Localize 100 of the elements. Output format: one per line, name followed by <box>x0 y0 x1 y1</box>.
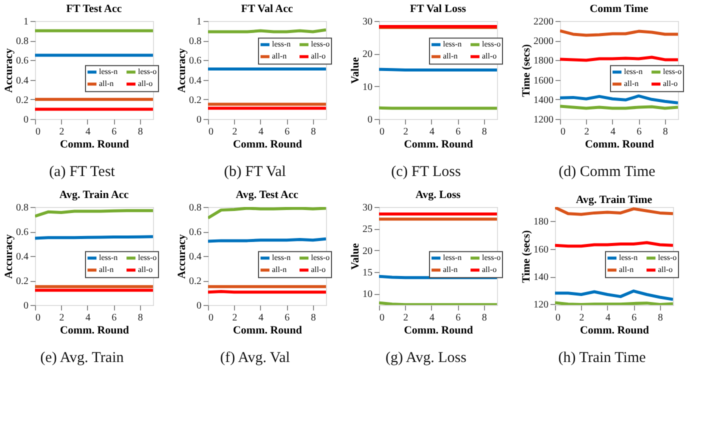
text: (g) Avg. Loss <box>386 350 467 366</box>
y-tick-label: 10 <box>362 82 372 93</box>
y-tick-label: 0.4 <box>16 75 28 86</box>
y-tick-label: 2200 <box>534 16 554 28</box>
x-tick-label: 6 <box>284 312 290 324</box>
chart-title: FT Test Acc <box>66 3 122 15</box>
y-tick-label: 1800 <box>534 56 554 67</box>
legend-label: less-o <box>658 253 677 262</box>
x-tick-label: 8 <box>138 312 143 324</box>
legend-label: all-n <box>272 265 287 274</box>
y-tick-label: 0.6 <box>16 227 28 238</box>
y-tick-label: 30 <box>362 16 372 28</box>
x-tick-label: 8 <box>482 312 487 324</box>
y-tick-label: 0.6 <box>189 56 202 67</box>
legend-label: less-n <box>443 253 462 262</box>
y-tick-label: 0.8 <box>16 36 28 48</box>
text: (e) Avg. Train <box>40 350 124 366</box>
text: (d) Comm Time <box>558 164 656 180</box>
legend-label: less-n <box>272 253 291 262</box>
y-tick-label: 20 <box>362 49 372 60</box>
legend-label: less-o <box>311 40 330 49</box>
x-tick-label: 4 <box>85 126 90 138</box>
legend-label: less-o <box>482 253 501 262</box>
y-tick-label: 0 <box>368 114 372 126</box>
text: (h) Train Time <box>558 350 646 366</box>
y-tick-label: 0 <box>196 300 202 312</box>
x-tick-label: 6 <box>284 126 290 138</box>
y-tick-label: 1600 <box>534 75 554 86</box>
chart-title: FT Val Acc <box>241 3 293 15</box>
y-tick-label: 20 <box>362 246 372 257</box>
y-tick-label: 0.8 <box>189 36 202 48</box>
x-tick-label: 8 <box>482 126 487 138</box>
x-tick-label: 6 <box>636 126 642 138</box>
y-tick-label: 15 <box>362 268 372 279</box>
y-axis-title: Time (secs) <box>520 44 532 97</box>
legend-label: less-o <box>138 253 157 262</box>
x-tick-label: 4 <box>605 312 610 324</box>
y-axis-title: Accuracy <box>176 48 188 93</box>
x-tick-label: 4 <box>85 312 90 324</box>
text: (a) FT Test <box>49 164 116 180</box>
y-tick-label: 0.8 <box>16 202 28 214</box>
legend-label: less-o <box>311 253 330 262</box>
chart-title: Avg. Train Time <box>576 194 652 206</box>
legend-label: all-n <box>272 52 287 61</box>
y-tick-label: 1200 <box>534 114 554 126</box>
x-tick-label: 0 <box>208 126 214 138</box>
y-tick-label: 0.2 <box>16 94 28 106</box>
x-tick-label: 0 <box>36 126 40 138</box>
x-axis-title: Comm. Round <box>584 138 654 150</box>
x-tick-label: 8 <box>138 126 143 138</box>
y-tick-label: 1 <box>24 16 28 28</box>
x-axis-title: Comm. Round <box>232 138 302 150</box>
legend-label: less-o <box>663 67 682 76</box>
legend-label: all-n <box>99 265 114 274</box>
x-axis-title: Comm. Round <box>404 324 474 336</box>
legend-label: all-o <box>138 265 153 274</box>
legend-label: less-n <box>443 40 462 49</box>
x-tick-label: 2 <box>403 126 408 138</box>
x-tick-label: 4 <box>429 126 434 138</box>
y-axis-title: Value <box>350 243 362 270</box>
y-tick-label: 0 <box>196 114 202 126</box>
legend-label: all-o <box>663 79 678 88</box>
legend-label: less-n <box>624 67 643 76</box>
y-tick-label: 0.8 <box>189 202 202 214</box>
x-tick-label: 8 <box>658 312 663 324</box>
chart-title: FT Val Loss <box>410 3 467 15</box>
x-tick-label: 0 <box>380 312 384 324</box>
x-tick-label: 4 <box>429 312 434 324</box>
chart-title: Avg. Test Acc <box>236 189 298 201</box>
chart-title: Avg. Train Acc <box>59 189 129 201</box>
legend-label: less-n <box>272 40 291 49</box>
y-tick-label: 0.6 <box>16 56 28 67</box>
x-axis-title: Comm. Round <box>60 324 130 336</box>
y-axis-title: Value <box>350 57 362 84</box>
y-tick-label: 1 <box>196 16 202 28</box>
legend-label: less-n <box>99 67 118 76</box>
legend-label: all-o <box>658 265 673 274</box>
x-tick-label: 6 <box>456 312 461 324</box>
x-tick-label: 0 <box>380 126 384 138</box>
y-tick-label: 1400 <box>534 94 554 106</box>
x-tick-label: 4 <box>258 126 264 138</box>
chart-title: Comm Time <box>590 3 648 15</box>
x-tick-label: 2 <box>579 312 584 324</box>
y-tick-label: 10 <box>362 289 372 300</box>
x-tick-label: 2 <box>59 126 64 138</box>
x-tick-label: 2 <box>59 312 64 324</box>
x-tick-label: 2 <box>584 126 590 138</box>
y-tick-label: 180 <box>534 216 548 228</box>
legend-label: less-n <box>99 253 118 262</box>
y-tick-label: 30 <box>362 202 372 214</box>
y-tick-label: 0 <box>24 300 28 312</box>
y-tick-label: 160 <box>534 244 548 256</box>
x-tick-label: 4 <box>610 126 616 138</box>
x-axis-title: Comm. Round <box>60 138 130 150</box>
legend-label: less-o <box>482 40 501 49</box>
y-tick-label: 0.2 <box>16 276 28 287</box>
y-tick-label: 0.2 <box>189 276 202 287</box>
y-axis-title: Accuracy <box>3 234 15 279</box>
legend-label: all-o <box>482 52 497 61</box>
chart-title: Avg. Loss <box>415 189 462 201</box>
